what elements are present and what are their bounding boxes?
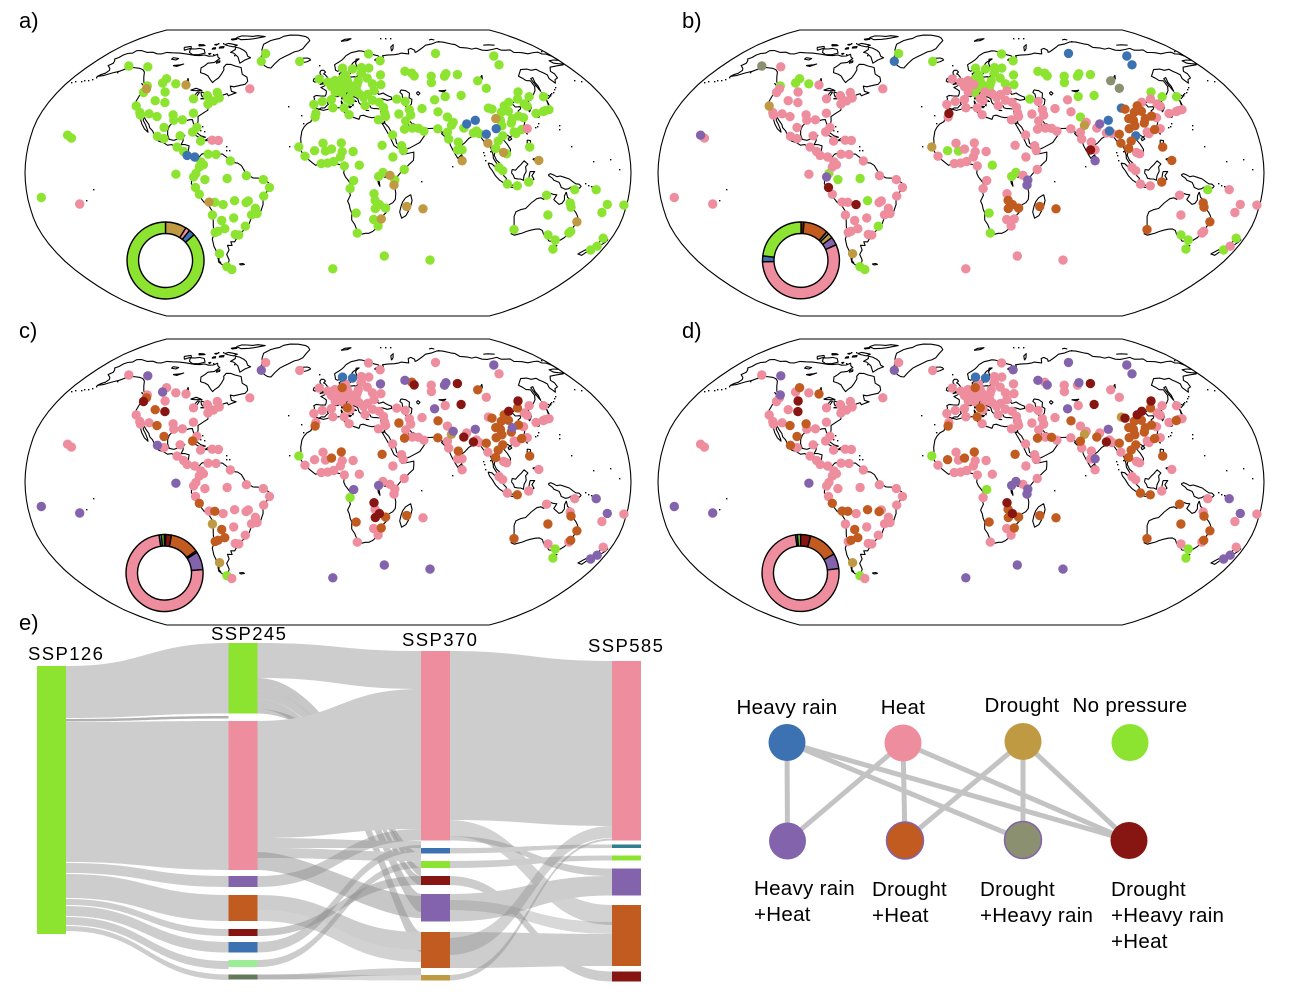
svg-text:d): d) — [682, 318, 702, 343]
svg-text:SSP245: SSP245 — [211, 623, 287, 644]
svg-text:+Heat: +Heat — [872, 904, 929, 927]
svg-text:a): a) — [19, 8, 39, 33]
svg-text:e): e) — [19, 610, 39, 635]
svg-text:Heat: Heat — [881, 696, 926, 719]
svg-text:SSP370: SSP370 — [402, 629, 478, 650]
svg-text:+Heat: +Heat — [1111, 930, 1168, 953]
svg-text:Heavy rain: Heavy rain — [737, 696, 838, 719]
svg-text:+Heavy rain: +Heavy rain — [980, 904, 1093, 927]
svg-text:+Heat: +Heat — [754, 903, 811, 926]
svg-text:c): c) — [19, 318, 37, 343]
svg-text:+Heavy rain: +Heavy rain — [1111, 904, 1224, 927]
svg-text:Drought: Drought — [980, 878, 1055, 901]
svg-text:Drought: Drought — [984, 694, 1059, 717]
svg-text:Heavy rain: Heavy rain — [754, 877, 855, 900]
svg-text:Drought: Drought — [1111, 878, 1186, 901]
svg-text:SSP585: SSP585 — [588, 635, 664, 656]
svg-text:b): b) — [682, 8, 702, 33]
svg-text:Drought: Drought — [872, 878, 947, 901]
svg-text:No pressure: No pressure — [1073, 694, 1188, 717]
svg-text:SSP126: SSP126 — [28, 643, 104, 664]
